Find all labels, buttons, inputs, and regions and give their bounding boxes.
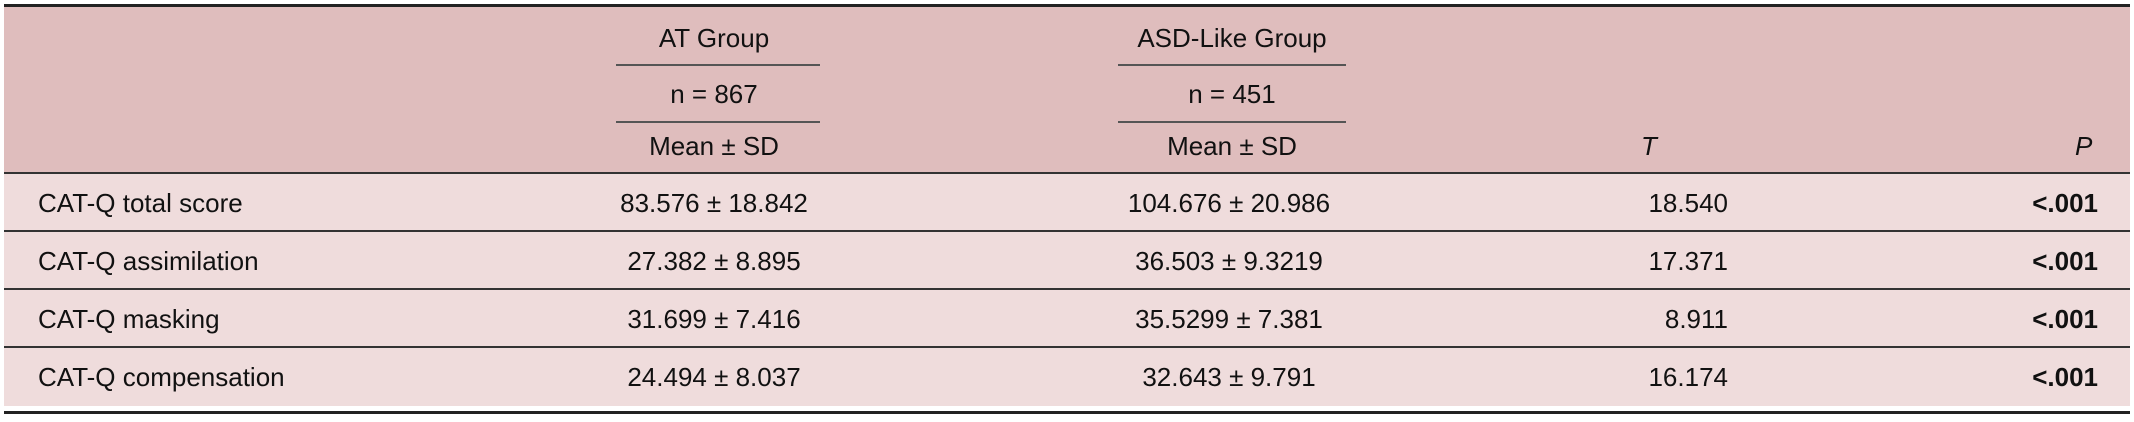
row-label: CAT-Q assimilation bbox=[38, 246, 259, 276]
row-label: CAT-Q masking bbox=[38, 304, 220, 334]
row-p-value: <.001 bbox=[2032, 304, 2098, 334]
row-t-value: 18.540 bbox=[1648, 188, 1728, 218]
table-row: CAT-Q assimilation 27.382 ± 8.895 36.503… bbox=[4, 232, 2130, 290]
header-at-stat: Mean ± SD bbox=[649, 131, 779, 161]
row-label: CAT-Q total score bbox=[38, 188, 243, 218]
row-at-value: 31.699 ± 7.416 bbox=[627, 304, 801, 334]
header-at-n: n = 867 bbox=[670, 79, 758, 109]
table-row: CAT-Q compensation 24.494 ± 8.037 32.643… bbox=[4, 348, 2130, 406]
results-table: AT Group n = 867 Mean ± SD ASD-Like Grou… bbox=[4, 4, 2130, 414]
row-asd-value: 104.676 ± 20.986 bbox=[1127, 188, 1331, 218]
row-p-value: <.001 bbox=[2032, 362, 2098, 392]
row-t-value: 8.911 bbox=[1664, 304, 1728, 334]
row-asd-value: 35.5299 ± 7.381 bbox=[1135, 304, 1323, 334]
header-asd-underline bbox=[1118, 64, 1346, 66]
row-p-value: <.001 bbox=[2032, 188, 2098, 218]
header-asd-stat: Mean ± SD bbox=[1167, 131, 1297, 161]
header-at-underline bbox=[616, 64, 820, 66]
header-p: P bbox=[2075, 131, 2093, 161]
table-row: CAT-Q total score 83.576 ± 18.842 104.67… bbox=[4, 174, 2130, 232]
row-at-value: 27.382 ± 8.895 bbox=[627, 246, 801, 276]
header-at-group: AT Group bbox=[658, 23, 770, 53]
row-t-value: 17.371 bbox=[1648, 246, 1728, 276]
row-t-value: 16.174 bbox=[1648, 362, 1728, 392]
table-row: CAT-Q masking 31.699 ± 7.416 35.5299 ± 7… bbox=[4, 290, 2130, 348]
header-asd-n-underline bbox=[1118, 121, 1346, 123]
row-at-value: 83.576 ± 18.842 bbox=[620, 188, 808, 218]
header-asd-n: n = 451 bbox=[1188, 79, 1276, 109]
header-t: T bbox=[1641, 131, 1657, 161]
row-at-value: 24.494 ± 8.037 bbox=[627, 362, 801, 392]
header-at-n-underline bbox=[616, 121, 820, 123]
row-label: CAT-Q compensation bbox=[38, 362, 285, 392]
row-p-value: <.001 bbox=[2032, 246, 2098, 276]
row-asd-value: 36.503 ± 9.3219 bbox=[1135, 246, 1323, 276]
header-asd-group: ASD-Like Group bbox=[1137, 23, 1327, 53]
table-header: AT Group n = 867 Mean ± SD ASD-Like Grou… bbox=[4, 7, 2130, 174]
row-asd-value: 32.643 ± 9.791 bbox=[1142, 362, 1316, 392]
